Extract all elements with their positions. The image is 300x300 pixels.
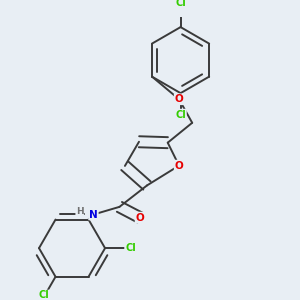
Text: Cl: Cl (175, 110, 186, 119)
Text: Cl: Cl (175, 0, 186, 8)
Text: Cl: Cl (125, 243, 136, 253)
Text: O: O (175, 160, 183, 171)
Text: N: N (89, 209, 98, 220)
Text: Cl: Cl (39, 290, 50, 300)
Text: O: O (175, 94, 183, 104)
Text: H: H (76, 207, 83, 216)
Text: O: O (136, 213, 144, 223)
